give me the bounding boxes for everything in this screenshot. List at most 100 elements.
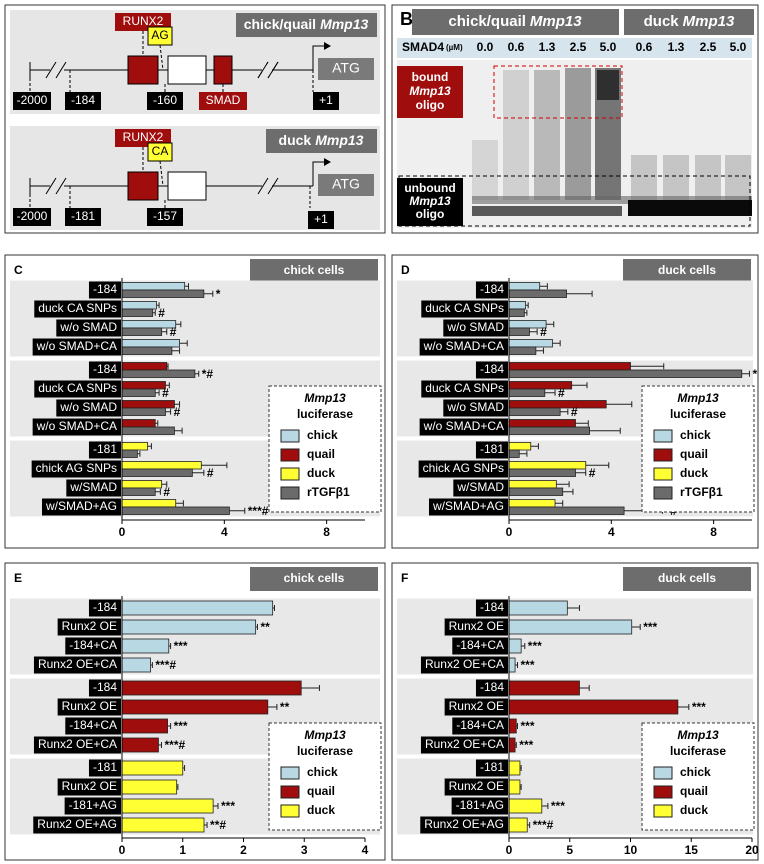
tss-arrow: [312, 161, 324, 186]
row-label: Runx2 OE: [449, 699, 504, 713]
title-word: chick/quail: [448, 13, 526, 30]
pos-box: [308, 211, 334, 229]
row-label: -181+AG: [456, 798, 504, 812]
title-word: duck: [644, 13, 680, 30]
row-label-box: [418, 460, 508, 478]
break-gap: [262, 64, 272, 76]
row-label: Runx2 OE+AG: [37, 817, 117, 831]
row-label: w/o SMAD: [446, 320, 504, 334]
row-label-box: [88, 361, 121, 379]
group-title: duck Mmp13: [644, 13, 735, 30]
significance: ***: [692, 700, 706, 714]
significance: ***: [551, 799, 565, 813]
significance: #: [589, 466, 596, 480]
significance: ***: [643, 620, 657, 634]
error-bar: [521, 643, 526, 649]
bar: [508, 369, 743, 378]
bar: [508, 619, 633, 635]
row-label: -184+CA: [456, 638, 504, 652]
bar: [121, 301, 157, 310]
error-bar: [552, 340, 561, 347]
row-label-box: [421, 300, 508, 318]
bar: [121, 426, 175, 435]
pos-box: [13, 92, 51, 110]
break-mark: [45, 177, 67, 195]
bar: [508, 506, 625, 515]
row-label-box: [475, 599, 508, 617]
error-bar: [175, 500, 184, 507]
error-bar: [161, 481, 168, 488]
row-label: -181: [480, 760, 504, 774]
gel-image: bound Mmp13 oligo unbound Mmp13 oligo: [397, 60, 752, 228]
error-bar: [203, 290, 214, 297]
row-label-box: [33, 736, 121, 754]
break-gap: [50, 180, 64, 192]
break-gap: [262, 180, 272, 192]
row-label: Runx2 OE: [62, 699, 117, 713]
row-label: w/o SMAD+CA: [36, 339, 117, 353]
legend-label: duck: [307, 803, 335, 817]
significance: ***#: [155, 658, 176, 672]
title-word: Mmp13: [530, 13, 582, 30]
significance: *#: [202, 367, 214, 381]
error-bar: [182, 765, 186, 771]
error-bar: [677, 704, 690, 710]
row-label: Runx2 OE+CA: [38, 657, 117, 671]
legend-title: Mmp13: [677, 728, 719, 742]
row-label: -184+CA: [69, 718, 117, 732]
row-label: chick AG SNPs: [423, 461, 504, 475]
bar: [121, 381, 166, 390]
significance: **: [280, 700, 290, 714]
row-label-box: [56, 399, 121, 417]
bar: [508, 289, 567, 298]
smad-site: [213, 55, 233, 85]
x-tick-label: 3: [301, 843, 308, 857]
bar: [121, 327, 163, 336]
bar: [508, 419, 576, 428]
error-bar: [519, 765, 522, 771]
row-label-box: [444, 698, 508, 716]
leader: [159, 160, 164, 187]
bar: [508, 388, 546, 397]
bar: [508, 487, 564, 496]
row-label: Runx2 OE: [449, 619, 504, 633]
error-bar: [566, 290, 593, 297]
row-label: w/o SMAD+CA: [423, 419, 504, 433]
row-label: w/o SMAD: [59, 320, 117, 334]
row-label-box: [452, 637, 508, 655]
row-label-box: [443, 319, 508, 337]
significance: #: [558, 386, 565, 400]
error-bar: [174, 401, 181, 408]
significance: #: [571, 405, 578, 419]
row-label-box: [64, 797, 121, 815]
significance: ***: [174, 639, 188, 653]
error-bar: [515, 662, 519, 668]
row-label-box: [419, 338, 508, 356]
significance: ***: [521, 719, 535, 733]
row-label-box: [420, 656, 508, 674]
significance: ***: [521, 658, 535, 672]
x-tick-label: 0: [506, 525, 513, 539]
bound-label: Mmp13: [409, 84, 451, 98]
significance: **#: [210, 818, 226, 832]
significance: ***#: [248, 504, 269, 518]
position: -2000: [17, 209, 48, 223]
significance: ***#: [533, 818, 554, 832]
lane-label: 1.3: [668, 40, 685, 54]
row-label: -184: [480, 362, 504, 376]
error-bar: [571, 382, 588, 389]
x-tick-label: 10: [624, 843, 638, 857]
error-bar: [174, 427, 183, 434]
error-bar: [515, 742, 517, 748]
row-label-box: [475, 759, 508, 777]
significance: #: [174, 405, 181, 419]
significance: ***: [519, 738, 533, 752]
legend-label: rTGFβ1: [307, 485, 350, 499]
bar: [121, 320, 177, 329]
row-label: w/o SMAD+CA: [36, 419, 117, 433]
pos-box: [147, 208, 183, 226]
panel-letter: B: [400, 9, 413, 29]
legend-swatch: [653, 429, 673, 443]
error-bar: [525, 302, 529, 309]
error-bar: [631, 624, 641, 630]
